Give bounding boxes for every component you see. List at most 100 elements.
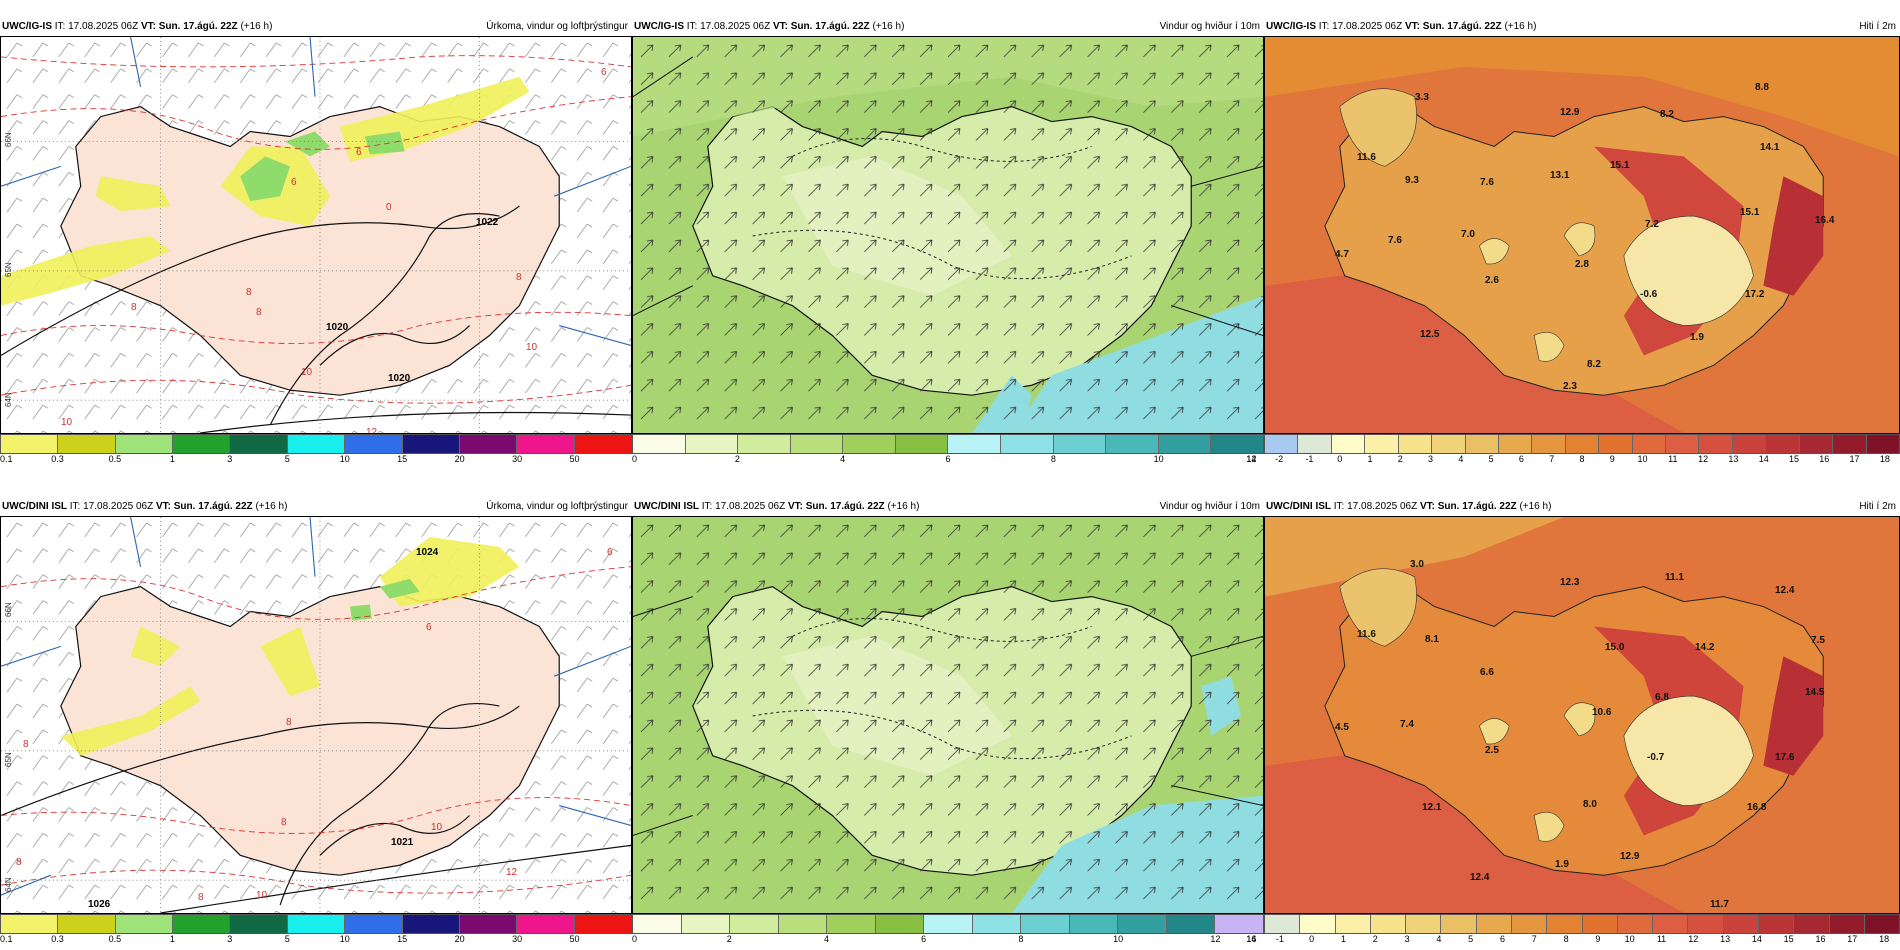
temp-value-label: -0.6 (1640, 289, 1658, 300)
legend-tick: 4 (1436, 934, 1442, 944)
legend-swatch (1866, 435, 1900, 453)
legend-swatch (1021, 915, 1070, 933)
legend-tick: 9 (1609, 454, 1615, 464)
precip-map: 66N 65N 64N 6 6 8 8 0 10 10 10 12 8 8 6 … (0, 36, 632, 434)
temp-value-label: 2.8 (1575, 259, 1589, 270)
legend-tick: 6 (1499, 934, 1506, 944)
legend-colorbar (0, 434, 632, 454)
legend-tick: 12 (1688, 934, 1699, 944)
legend-swatch (924, 915, 973, 933)
legend-swatch (681, 915, 731, 933)
legend-swatch (1599, 435, 1633, 453)
legend-tick: 0 (632, 454, 638, 464)
legend-colorbar (632, 434, 1264, 454)
precip-map-svg (1, 37, 631, 433)
legend-tick: 8 (1050, 454, 1056, 464)
legend-swatch (1158, 435, 1212, 453)
legend-swatch (875, 915, 925, 933)
temp-value-label: 13.1 (1550, 170, 1570, 181)
precip-map-svg (1, 517, 631, 913)
legend-swatch (1766, 435, 1800, 453)
panel-precip-dini: UWC/DINI ISL IT: 17.08.2025 06Z VT: Sun.… (0, 498, 632, 948)
isoline-label: 6 (291, 177, 297, 188)
legend-tick: 10 (339, 934, 350, 944)
temp-value-label: 15.1 (1610, 160, 1630, 171)
temp-value-label: 9.3 (1405, 175, 1419, 186)
legend-swatch (895, 435, 949, 453)
legend-tick: 3 (1404, 934, 1410, 944)
legend-swatch (1794, 915, 1830, 933)
legend-swatch (1699, 435, 1733, 453)
legend-swatch (1331, 435, 1366, 453)
temp-value-label: 15.0 (1605, 642, 1625, 653)
legend-swatch (1799, 435, 1834, 453)
legend-tick: 4 (823, 934, 829, 944)
legend-tick: 17 (1847, 934, 1858, 944)
legend-ticks: 0 2 4 6 8 10 12 14 16 (632, 934, 1264, 946)
legend-swatch (1723, 915, 1759, 933)
legend-swatch (115, 915, 174, 933)
isoline-label: 8 (198, 892, 204, 903)
legend-tick: 11 (1668, 454, 1678, 464)
panel-temp-igis: UWC/IG-IS IT: 17.08.2025 06Z VT: Sun. 17… (1264, 18, 1900, 468)
temp-value-label: 2.6 (1485, 275, 1499, 286)
legend-swatch (1, 435, 59, 453)
legend-swatch (402, 915, 460, 933)
precip-map: 66N 65N 64N 6 8 6 8 8 10 12 8 10 8 1024 … (0, 516, 632, 914)
temp-value-label: -0.7 (1647, 752, 1665, 763)
legend-swatch (1829, 915, 1865, 933)
temp-value-label: 8.2 (1587, 359, 1601, 370)
temp-value-label: 8.8 (1755, 82, 1769, 93)
legend-swatch (1265, 435, 1299, 453)
legend-colorbar (632, 914, 1264, 934)
lat-label: 66N (4, 132, 13, 147)
isoline-label: 10 (301, 367, 313, 378)
legend-swatch (1300, 915, 1336, 933)
legend-tick: 4 (840, 454, 846, 464)
legend-swatch (345, 915, 403, 933)
legend-tick: 10 (1637, 454, 1648, 464)
legend-swatch (948, 435, 1002, 453)
legend-swatch (1, 915, 59, 933)
isoline-label: 8 (246, 287, 252, 298)
legend-tick: 0 (632, 934, 638, 944)
legend-tick: 4 (1458, 454, 1464, 464)
legend-swatch (115, 435, 174, 453)
legend-tick: 2 (734, 454, 740, 464)
legend-swatch (574, 435, 631, 453)
legend-tick: 18 (1879, 934, 1890, 944)
legend-colorbar (0, 914, 632, 934)
legend-swatch (843, 435, 896, 453)
legend-tick: 9 (1595, 934, 1601, 944)
legend-tick: 10 (1113, 934, 1124, 944)
legend-tick: 30 (512, 454, 523, 464)
legend-swatch (287, 915, 346, 933)
legend-swatch (1632, 435, 1667, 453)
temp-value-label: 12.1 (1422, 802, 1442, 813)
legend-swatch (1166, 915, 1216, 933)
temp-value-label: 12.9 (1560, 107, 1580, 118)
legend-tick: 15 (1788, 454, 1800, 464)
legend-swatch (1498, 435, 1533, 453)
legend-tick: 1 (1367, 454, 1373, 464)
legend-swatch (1732, 435, 1767, 453)
legend-swatch (345, 435, 403, 453)
legend-swatch (1106, 435, 1159, 453)
legend-swatch (1833, 435, 1867, 453)
legend-tick: 7 (1531, 934, 1537, 944)
temp-value-label: 12.9 (1620, 851, 1640, 862)
legend-tick: 15 (397, 454, 408, 464)
legend-swatch (1666, 435, 1700, 453)
isoline-label: 10 (256, 890, 268, 901)
legend-tick: 1 (169, 934, 175, 944)
legend-tick: 13 (1720, 934, 1731, 944)
legend-tick: 50 (569, 934, 580, 944)
legend-swatch (1118, 915, 1167, 933)
legend-tick: 0 (1337, 454, 1343, 464)
panel-header: UWC/IG-IS IT: 17.08.2025 06Z VT: Sun. 17… (632, 18, 1264, 36)
legend-swatch (1547, 915, 1583, 933)
legend-swatch (574, 915, 631, 933)
legend-swatch (633, 435, 686, 453)
legend-swatch (1565, 435, 1600, 453)
legend-swatch (1001, 435, 1054, 453)
